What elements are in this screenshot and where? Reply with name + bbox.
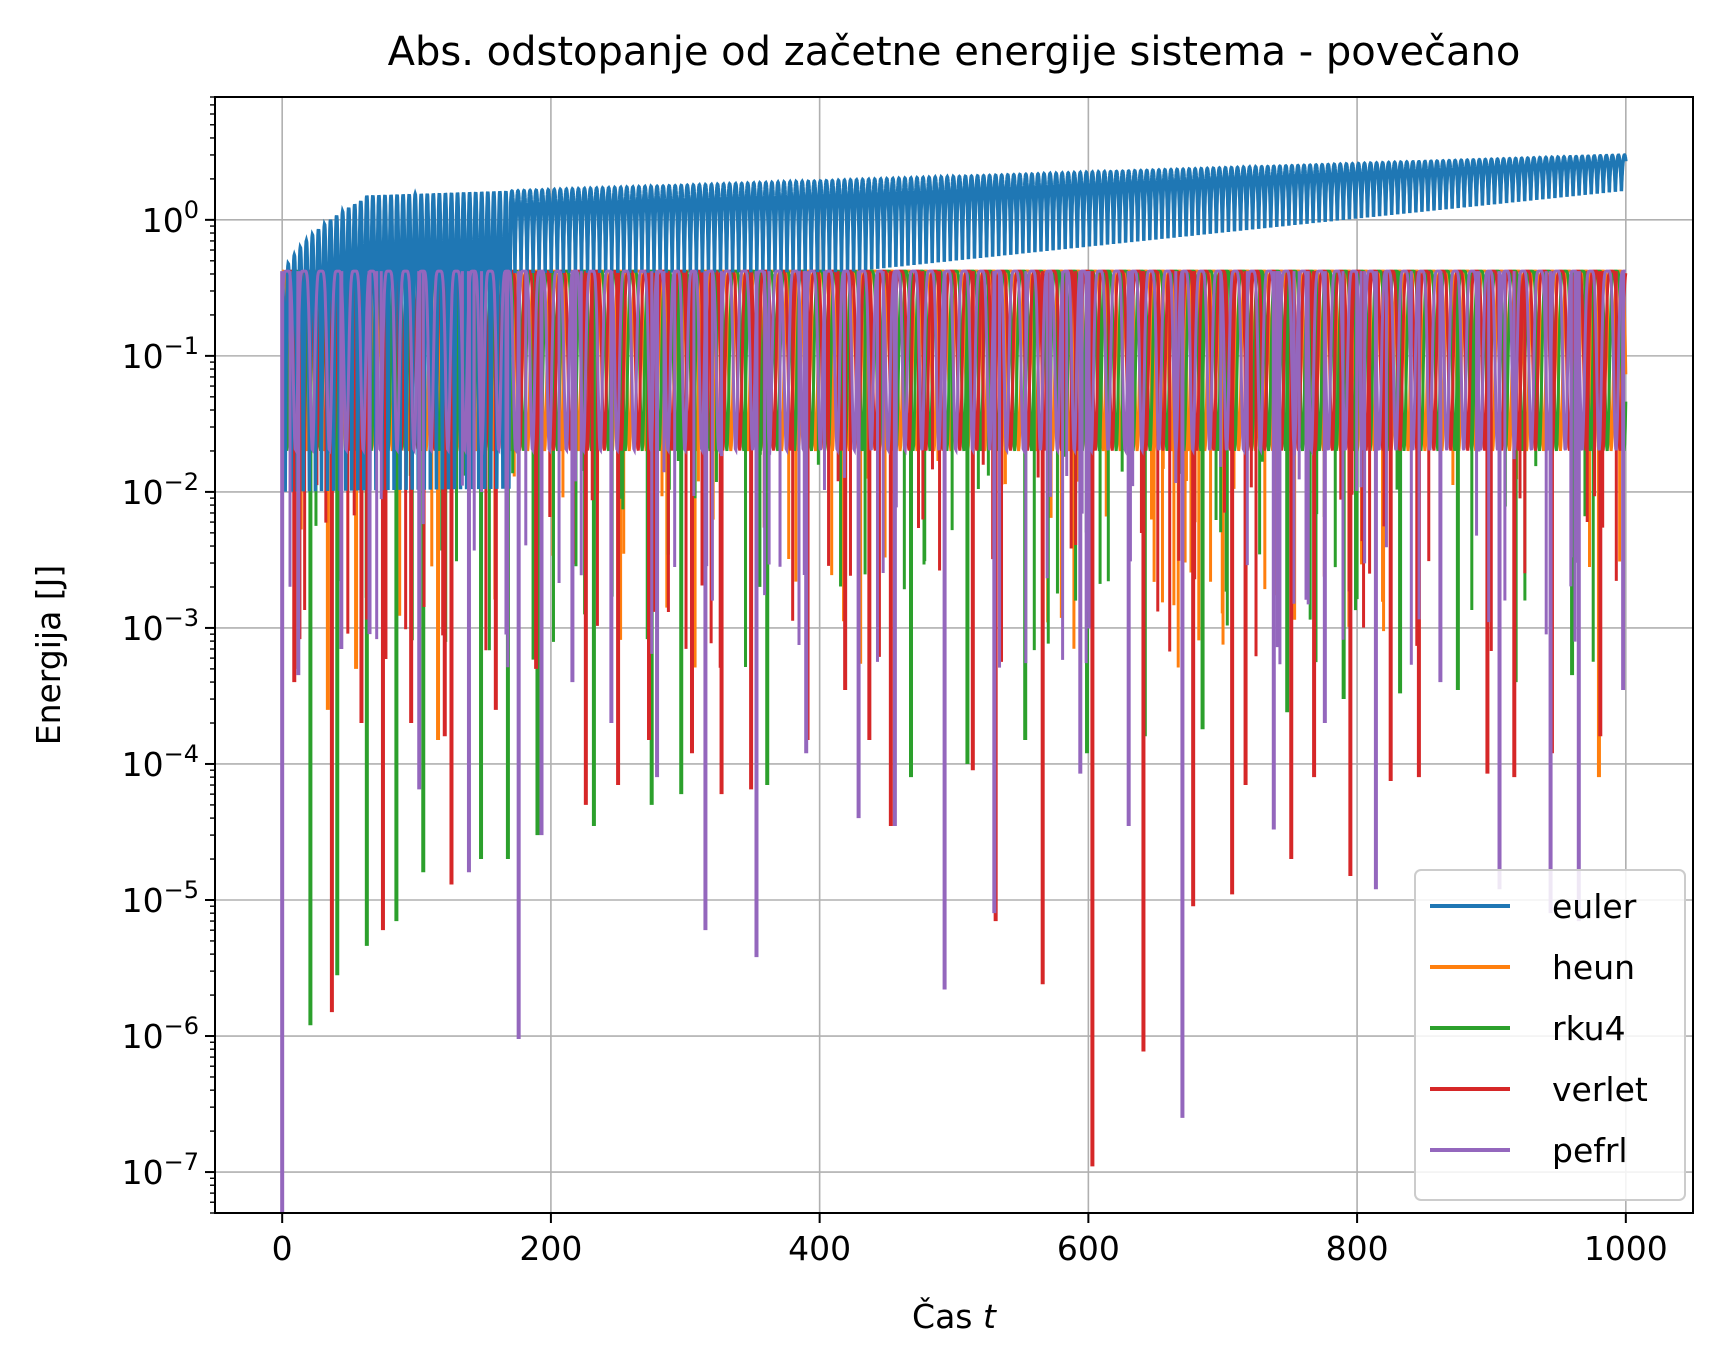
x-axis-title-prefix: Čas (912, 1296, 972, 1336)
x-axis-title: Čas t (912, 1296, 997, 1336)
legend-label-verlet: verlet (1552, 1070, 1648, 1109)
x-axis-title-space (973, 1297, 984, 1336)
chart-title: Abs. odstopanje od začetne energije sist… (388, 29, 1521, 75)
y-tick-label: 10−4 (122, 740, 199, 784)
y-tick-label: 10−5 (122, 876, 199, 920)
series-line-euler (280, 153, 1628, 492)
legend-label-pefrl: pefrl (1552, 1131, 1628, 1170)
y-tick-label: 10−1 (122, 332, 199, 376)
y-tick-label: 10−3 (122, 604, 199, 648)
y-axis-title: Energija [J] (29, 565, 68, 746)
x-axis-title-var: t (983, 1297, 997, 1336)
x-tick-label: 0 (272, 1229, 293, 1268)
legend-box (1414, 869, 1686, 1201)
legend-label-heun: heun (1552, 948, 1635, 987)
x-tick-label: 400 (788, 1229, 851, 1268)
x-tick-label: 200 (519, 1229, 582, 1268)
legend: euler heun rku4 verlet pefrl (1414, 869, 1686, 1201)
y-tick-label: 10−6 (122, 1012, 199, 1056)
y-tick-label: 10−7 (122, 1148, 199, 1192)
y-tick-label: 100 (142, 196, 199, 240)
y-tick-label: 10−2 (122, 468, 199, 512)
axes: 0 200 400 600 800 1000 10−7 10−6 10−5 10−4 10−3 10−… (122, 96, 1668, 1268)
x-tick-label: 800 (1326, 1229, 1389, 1268)
x-tick-label: 1000 (1584, 1229, 1668, 1268)
x-tick-label: 600 (1057, 1229, 1120, 1268)
series-lines (280, 153, 1628, 1213)
legend-label-rku4: rku4 (1552, 1009, 1626, 1048)
legend-label-euler: euler (1552, 887, 1637, 926)
plot-frame (214, 96, 1694, 1214)
